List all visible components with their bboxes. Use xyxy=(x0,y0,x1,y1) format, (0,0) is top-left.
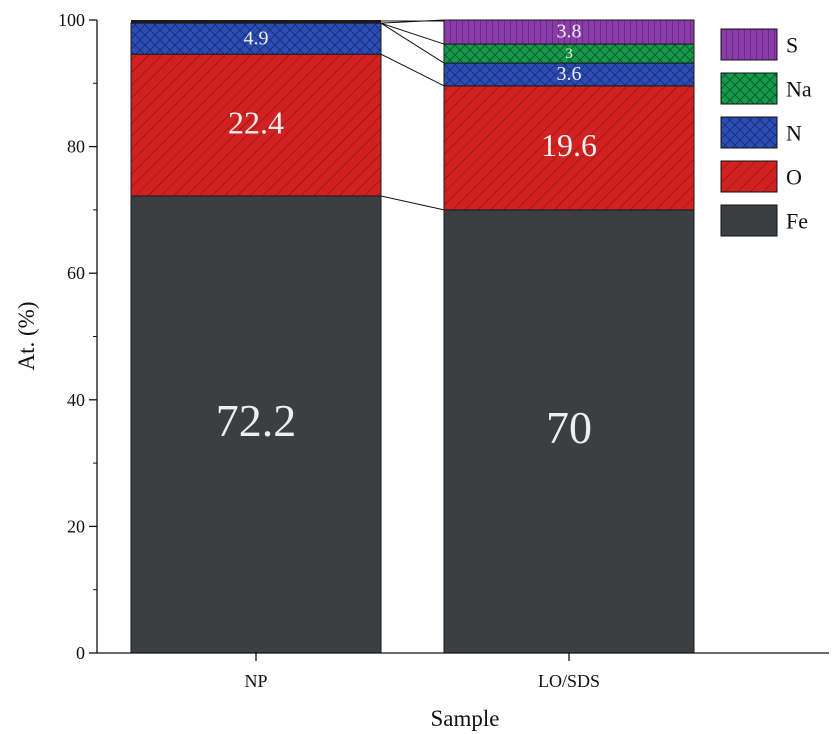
legend-swatch-hatch-n xyxy=(721,117,777,148)
legend: S Na NO Fe xyxy=(720,28,812,237)
legend-swatch-outline-fe xyxy=(720,204,778,237)
legend-label-n: N xyxy=(786,121,802,146)
legend-label-o: O xyxy=(786,165,802,190)
connector-line xyxy=(380,195,445,211)
bar-hatch-np-n xyxy=(131,23,381,55)
x-axis-title: Sample xyxy=(431,706,500,731)
legend-label-fe: Fe xyxy=(786,209,808,234)
x-ticks: NP LO/SDS xyxy=(244,653,600,691)
bar-hatch-lo-sds-o xyxy=(444,85,694,210)
legend-swatch-outline-na xyxy=(720,72,778,105)
data-label-lo-sds-fe: 70 xyxy=(546,402,592,453)
legend-swatch-hatch-s xyxy=(721,29,777,60)
data-label-lo-sds-s: 3.8 xyxy=(557,21,582,43)
connector-line xyxy=(380,22,445,64)
y-axis-title: At. (%) xyxy=(14,302,39,371)
connector-line xyxy=(380,22,445,45)
legend-swatch-outline-o xyxy=(720,160,778,193)
data-label-lo-sds-o: 19.6 xyxy=(541,127,597,163)
bar-hatch-np-o xyxy=(131,54,381,196)
y-ticks: 0 20 40 60 80 100 xyxy=(58,10,97,663)
data-label-np-n: 4.9 xyxy=(244,27,269,49)
bar-np-fe xyxy=(131,195,381,653)
legend-label-s: S xyxy=(786,33,798,58)
connector-lines xyxy=(380,19,445,211)
legend-label-na: Na xyxy=(786,77,812,102)
connector-line xyxy=(380,53,445,87)
bar-lo-sds-fe xyxy=(444,209,694,653)
legend-swatch-outline-s xyxy=(720,28,778,61)
bar-outline-lo-sds-s xyxy=(443,19,695,45)
bar-hatch-lo-sds-n xyxy=(444,63,694,86)
bar-np-top-remainder xyxy=(131,20,381,24)
axes: 0 20 40 60 80 100 NP LO/SDS xyxy=(58,10,829,691)
legend-swatch-hatch-o xyxy=(721,161,777,192)
y-tick-label: 40 xyxy=(67,390,85,410)
y-tick-label: 60 xyxy=(67,263,85,283)
x-tick-label-lo-sds: LO/SDS xyxy=(538,671,600,691)
bar-hatch-lo-sds-s xyxy=(444,20,694,45)
y-tick-label: 80 xyxy=(67,137,85,157)
y-tick-label: 20 xyxy=(67,516,85,536)
data-label-lo-sds-na: 3 xyxy=(565,46,573,62)
x-tick-label-np: NP xyxy=(244,671,267,691)
data-labels: 72.2 22.4 4.9 70 19.6 3.63 3.8 xyxy=(216,21,597,453)
bars-layer xyxy=(130,19,695,654)
data-label-lo-sds-n: 3.6 xyxy=(557,63,582,85)
connector-line xyxy=(380,19,445,24)
y-tick-label: 0 xyxy=(76,643,85,663)
legend-swatch-outline-n xyxy=(720,116,778,149)
data-label-np-o: 22.4 xyxy=(228,104,284,140)
legend-swatch-hatch-na xyxy=(721,73,777,104)
data-label-np-fe: 72.2 xyxy=(216,395,297,446)
y-tick-label: 100 xyxy=(58,10,85,30)
legend-swatch-fe xyxy=(721,205,777,236)
bar-hatch-lo-sds-na xyxy=(444,44,694,64)
